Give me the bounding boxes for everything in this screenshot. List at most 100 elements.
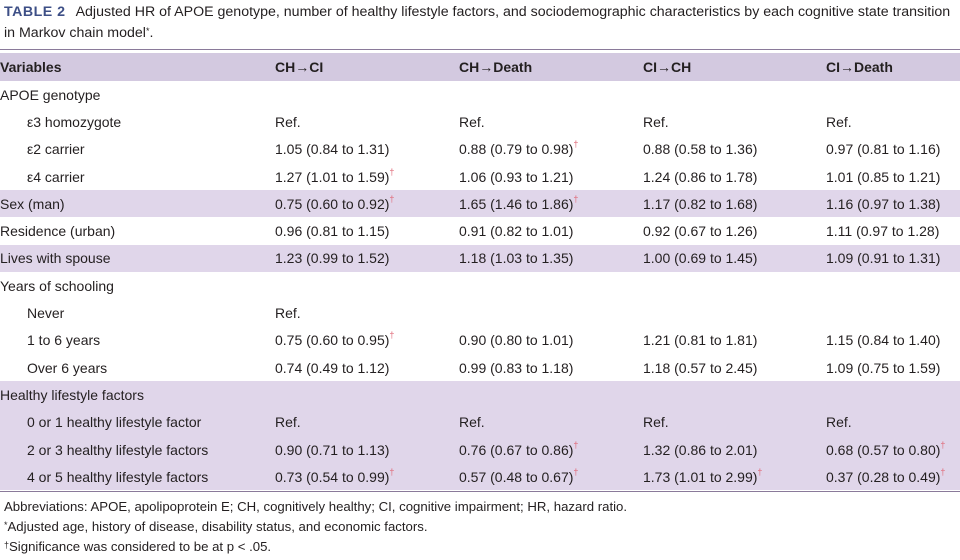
table-cell: 0.91 (0.82 to 1.01)	[459, 217, 643, 244]
hazard-ratio-value: 1.23 (0.99 to 1.52)	[275, 250, 390, 267]
row-label: ε3 homozygote	[27, 113, 122, 130]
header-ch-death: CH→Death	[459, 53, 643, 81]
table-cell: 0.90 (0.80 to 1.01)	[459, 327, 643, 354]
table-cell: 1.32 (0.86 to 2.01)	[643, 435, 826, 464]
table-cell: 1.15 (0.84 to 1.40)	[826, 327, 960, 354]
hazard-ratio-value: Ref.	[826, 113, 852, 130]
row-label: APOE genotype	[0, 86, 101, 103]
table-cell: 1.01 (0.85 to 1.21)	[826, 163, 960, 190]
significance-dagger: †	[573, 193, 579, 204]
table-cell: 1.18 (0.57 to 2.45)	[643, 354, 826, 381]
footnote-adjusted: *Adjusted age, history of disease, disab…	[4, 517, 627, 537]
table-cell: 1.21 (0.81 to 1.81)	[643, 327, 826, 354]
hazard-ratio-value: 0.99 (0.83 to 1.18)	[459, 359, 574, 376]
hazard-ratio-value: 1.05 (0.84 to 1.31)	[275, 141, 390, 158]
hazard-ratio-value: Ref.	[459, 113, 485, 130]
significance-dagger: †	[940, 439, 946, 450]
hazard-ratio-value: 1.06 (0.93 to 1.21)	[459, 168, 574, 185]
row-label: ε2 carrier	[27, 141, 85, 158]
table-cell	[643, 81, 826, 108]
hazard-ratio-table: Variables CH→CI CH→Death CI→CH CI→Death …	[0, 53, 960, 491]
hazard-ratio-value: 1.27 (1.01 to 1.59)	[275, 168, 390, 185]
footnote-significance: †Significance was considered to be at p …	[4, 537, 627, 557]
table-cell	[826, 381, 960, 409]
table-cell: 0.75 (0.60 to 0.95)†	[275, 327, 459, 354]
table-row: Lives with spouse 1.23 (0.99 to 1.52) 1.18…	[0, 244, 960, 273]
header-ci-death: CI→Death	[826, 53, 960, 81]
table-row: Residence (urban) 0.96 (0.81 to 1.15) 0.91…	[0, 217, 960, 244]
table-cell: Ref.	[826, 108, 960, 135]
row-label: Lives with spouse	[0, 244, 275, 273]
table-row: 0 or 1 healthy lifestyle factor Ref. Ref. R…	[0, 408, 960, 436]
significance-dagger: †	[389, 466, 395, 477]
table-cell: Ref.	[643, 108, 826, 135]
hazard-ratio-value: Ref.	[275, 305, 301, 322]
hazard-ratio-value: Ref.	[643, 414, 669, 431]
table-cell: 0.68 (0.57 to 0.80)†	[826, 435, 960, 464]
hazard-ratio-value: Ref.	[459, 414, 485, 431]
row-label: Never	[27, 305, 65, 322]
significance-dagger: †	[940, 466, 946, 477]
row-label: 2 or 3 healthy lifestyle factors	[0, 435, 275, 464]
table-cell: 0.57 (0.48 to 0.67)†	[459, 463, 643, 491]
table-cell: 0.90 (0.71 to 1.13)	[275, 435, 459, 464]
header-ch-ci: CH→CI	[275, 53, 459, 81]
table-cell: 0.88 (0.79 to 0.98)†	[459, 136, 643, 163]
hazard-ratio-value: 0.96 (0.81 to 1.15)	[275, 223, 390, 240]
hazard-ratio-value: 1.09 (0.91 to 1.31)	[826, 250, 941, 267]
table-cell	[459, 272, 643, 299]
hazard-ratio-value: 1.18 (1.03 to 1.35)	[459, 250, 574, 267]
table-cell	[275, 81, 459, 108]
hazard-ratio-value: 1.11 (0.97 to 1.28)	[826, 223, 940, 240]
hazard-ratio-value: 0.73 (0.54 to 0.99)	[275, 468, 390, 485]
table-cell: 1.16 (0.97 to 1.38)	[826, 190, 960, 218]
hazard-ratio-value: 0.76 (0.67 to 0.86)	[459, 441, 574, 458]
hazard-ratio-value: 1.24 (0.86 to 1.78)	[643, 168, 758, 185]
significance-dagger: †	[389, 193, 395, 204]
significance-dagger: †	[573, 439, 579, 450]
table-row: 1 to 6 years 0.75 (0.60 to 0.95)† 0.90 (0.…	[0, 327, 960, 354]
significance-dagger: †	[757, 466, 763, 477]
table-row: ε4 carrier 1.27 (1.01 to 1.59)† 1.06 (0.93…	[0, 163, 960, 190]
table-cell: 1.17 (0.82 to 1.68)	[643, 190, 826, 218]
table-cell: 1.73 (1.01 to 2.99)†	[643, 463, 826, 491]
hazard-ratio-value: 1.21 (0.81 to 1.81)	[643, 332, 758, 349]
hazard-ratio-value: 1.09 (0.75 to 1.59)	[826, 359, 941, 376]
table-cell	[826, 272, 960, 299]
hazard-ratio-value: Ref.	[275, 414, 301, 431]
hazard-ratio-value: 1.73 (1.01 to 2.99)	[643, 468, 758, 485]
table-cell: 1.06 (0.93 to 1.21)	[459, 163, 643, 190]
table-cell: 1.18 (1.03 to 1.35)	[459, 244, 643, 273]
caption-text: Adjusted HR of APOE genotype, number of …	[4, 4, 951, 41]
hazard-ratio-value: 1.32 (0.86 to 2.01)	[643, 441, 758, 458]
hazard-ratio-value: 0.91 (0.82 to 1.01)	[459, 223, 574, 240]
table-cell: Ref.	[826, 408, 960, 436]
hazard-ratio-value: Ref.	[643, 113, 669, 130]
top-rule	[0, 49, 960, 50]
table-cell: Ref.	[275, 408, 459, 436]
caption-footnote-mark: *	[145, 26, 150, 36]
table-cell: 1.05 (0.84 to 1.31)	[275, 136, 459, 163]
table-cell: 1.11 (0.97 to 1.28)	[826, 217, 960, 244]
caption-end: .	[149, 25, 154, 41]
hazard-ratio-value: 0.90 (0.80 to 1.01)	[459, 332, 574, 349]
row-label: 0 or 1 healthy lifestyle factor	[0, 408, 275, 436]
table-cell	[275, 381, 459, 409]
table-cell: Ref.	[275, 299, 459, 326]
table-cell: 1.00 (0.69 to 1.45)	[643, 244, 826, 273]
significance-dagger: †	[573, 466, 579, 477]
table-cell	[459, 299, 643, 326]
footnote-adjusted-text: Adjusted age, history of disease, disabi…	[7, 519, 428, 534]
row-label: 4 or 5 healthy lifestyle factors	[0, 463, 275, 491]
table-row: APOE genotype	[0, 81, 960, 108]
table-footnotes: Abbreviations: APOE, apolipoprotein E; C…	[4, 497, 627, 557]
table-row: 2 or 3 healthy lifestyle factors 0.90 (0.…	[0, 435, 960, 464]
table-cell: 0.75 (0.60 to 0.92)†	[275, 190, 459, 218]
table-cell	[275, 272, 459, 299]
row-label: Healthy lifestyle factors	[0, 381, 275, 409]
hazard-ratio-value: 0.90 (0.71 to 1.13)	[275, 441, 390, 458]
hazard-ratio-value: 0.75 (0.60 to 0.95)	[275, 332, 390, 349]
header-ci-ch: CI→CH	[643, 53, 826, 81]
table-body: APOE genotype ε3 homozygote Ref. Ref. Ref. Re…	[0, 81, 960, 491]
